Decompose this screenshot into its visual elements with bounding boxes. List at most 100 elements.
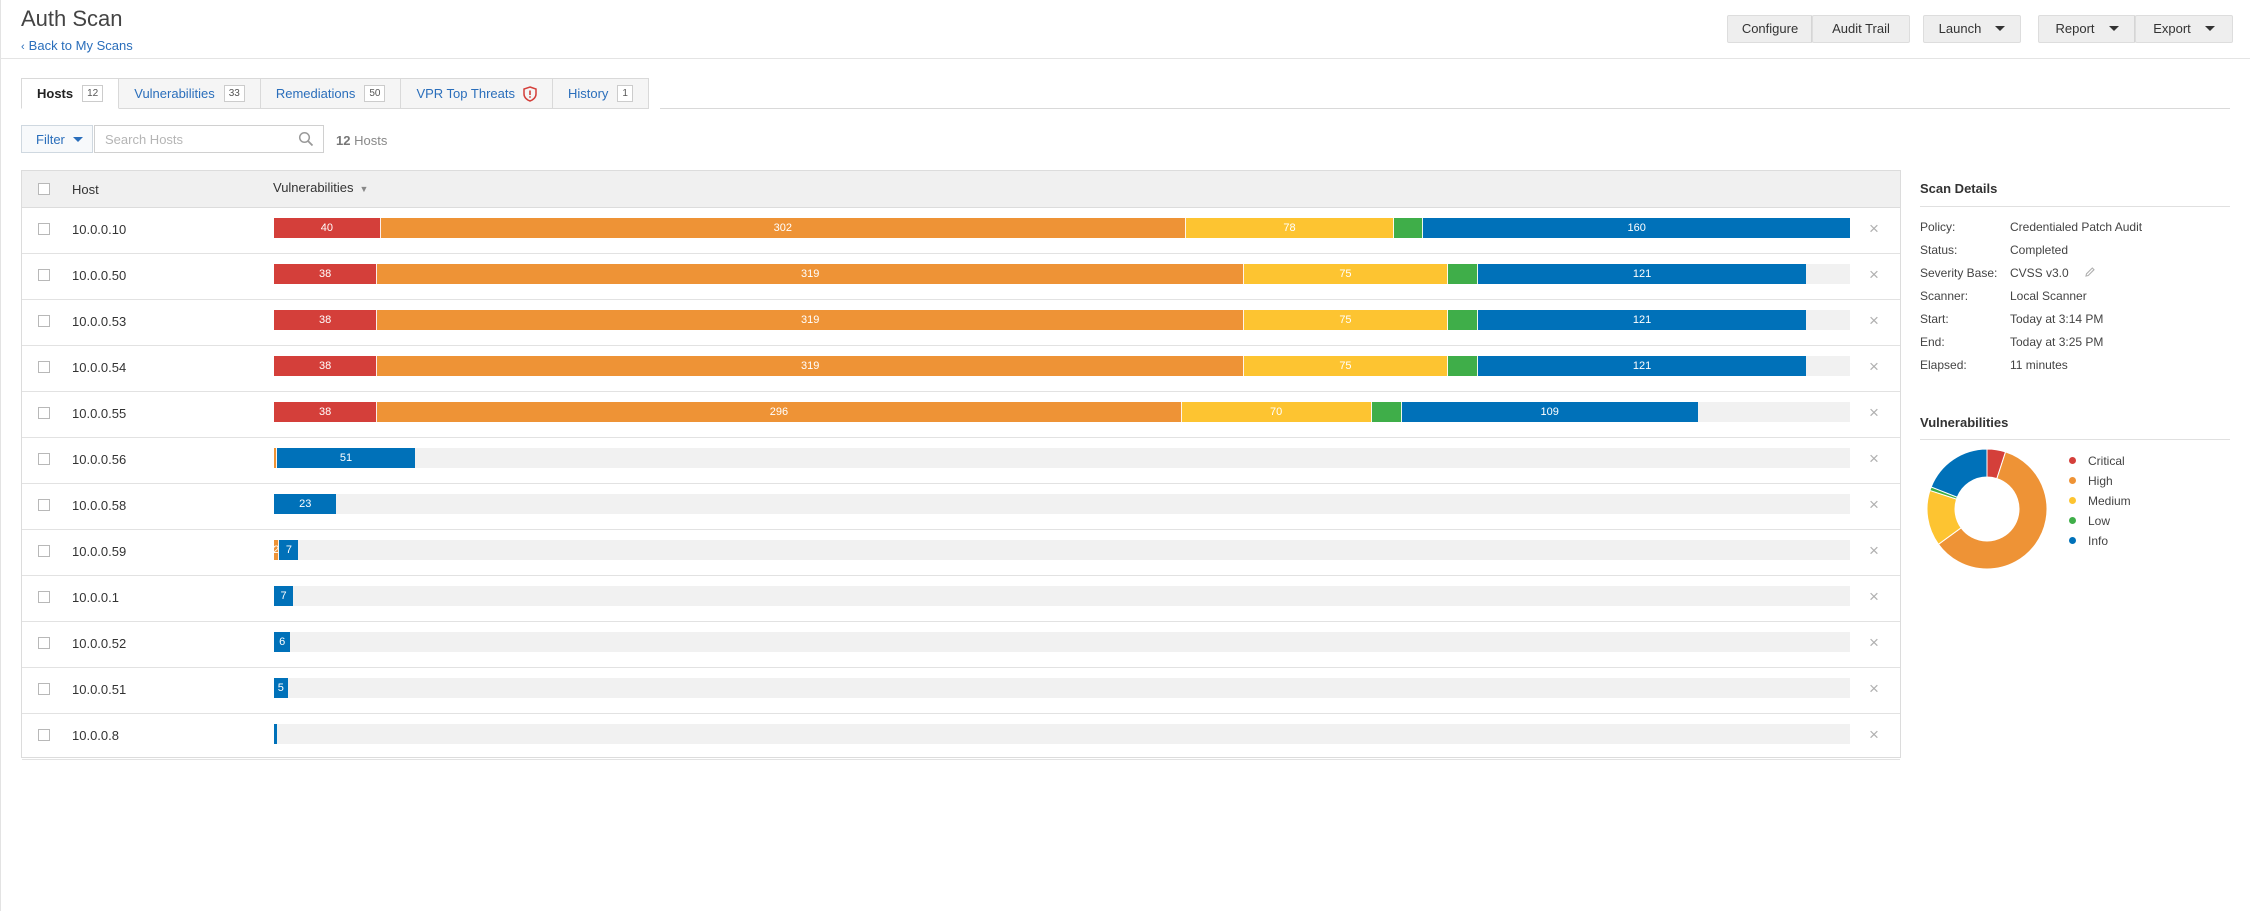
bar-segment-low[interactable]: [1394, 218, 1424, 238]
export-button[interactable]: Export: [2135, 15, 2233, 43]
bar-segment-critical[interactable]: 38: [274, 356, 378, 376]
bar-segment-critical[interactable]: 40: [274, 218, 381, 238]
table-row[interactable]: 10.0.0.50 38 319 75 121 ×: [22, 253, 1900, 300]
remove-host-icon[interactable]: ×: [1869, 495, 1879, 514]
host-column-header[interactable]: Host: [72, 182, 99, 197]
remove-host-icon[interactable]: ×: [1869, 587, 1879, 606]
bar-segment-high[interactable]: 2: [274, 540, 280, 560]
table-row[interactable]: 10.0.0.1 7 ×: [22, 575, 1900, 622]
bar-segment-medium[interactable]: 75: [1244, 264, 1448, 284]
table-row[interactable]: 10.0.0.10 40 302 78 160 ×: [22, 207, 1900, 254]
vulnerability-bar[interactable]: 7: [274, 586, 1850, 606]
tab-vpr-top-threats[interactable]: VPR Top Threats: [401, 78, 553, 109]
bar-segment-low[interactable]: [1447, 356, 1478, 376]
row-checkbox[interactable]: [38, 729, 50, 741]
table-row[interactable]: 10.0.0.51 5 ×: [22, 667, 1900, 714]
bar-segment-high[interactable]: 296: [377, 402, 1182, 422]
row-checkbox[interactable]: [38, 637, 50, 649]
remove-host-icon[interactable]: ×: [1869, 679, 1879, 698]
table-row[interactable]: 10.0.0.56 51 ×: [22, 437, 1900, 484]
bar-segment-critical[interactable]: 38: [274, 402, 378, 422]
remove-host-icon[interactable]: ×: [1869, 219, 1879, 238]
bar-segment-info[interactable]: 23: [274, 494, 337, 514]
table-row[interactable]: 10.0.0.52 6 ×: [22, 621, 1900, 668]
bar-segment-low[interactable]: [1371, 402, 1402, 422]
table-row[interactable]: 10.0.0.54 38 319 75 121 ×: [22, 345, 1900, 392]
remove-host-icon[interactable]: ×: [1869, 725, 1879, 744]
row-checkbox[interactable]: [38, 361, 50, 373]
bar-segment-info[interactable]: 121: [1477, 356, 1807, 376]
donut-slice-info[interactable]: [1930, 448, 1988, 498]
row-checkbox[interactable]: [38, 683, 50, 695]
table-row[interactable]: 10.0.0.53 38 319 75 121 ×: [22, 299, 1900, 346]
bar-segment-medium[interactable]: 78: [1186, 218, 1395, 238]
row-checkbox[interactable]: [38, 315, 50, 327]
vulnerability-bar[interactable]: 40 302 78 160: [274, 218, 1851, 238]
tab-remediations[interactable]: Remediations 50: [260, 78, 402, 109]
bar-segment-medium[interactable]: 75: [1244, 310, 1448, 330]
bar-segment-info[interactable]: 5: [274, 678, 288, 698]
bar-segment-high[interactable]: 319: [377, 356, 1245, 376]
bar-segment-medium[interactable]: 75: [1244, 356, 1448, 376]
vulnerability-bar[interactable]: [274, 724, 1850, 744]
row-checkbox[interactable]: [38, 269, 50, 281]
table-row[interactable]: 10.0.0.58 23 ×: [22, 483, 1900, 530]
bar-segment-low[interactable]: [1447, 310, 1478, 330]
row-checkbox[interactable]: [38, 453, 50, 465]
select-all-checkbox[interactable]: [38, 183, 50, 195]
vulnerability-bar[interactable]: 38 319 75 121: [274, 310, 1850, 330]
remove-host-icon[interactable]: ×: [1869, 265, 1879, 284]
bar-segment-info[interactable]: 7: [274, 586, 294, 606]
vulnerability-bar[interactable]: 51: [274, 448, 1850, 468]
vulnerability-bar[interactable]: 6: [274, 632, 1850, 652]
bar-segment-info[interactable]: 121: [1477, 310, 1807, 330]
bar-segment-critical[interactable]: 38: [274, 310, 378, 330]
row-checkbox[interactable]: [38, 591, 50, 603]
bar-segment-info[interactable]: 109: [1401, 402, 1698, 422]
bar-segment-high[interactable]: [274, 448, 277, 468]
vulnerabilities-column-header[interactable]: Vulnerabilities ▼: [273, 180, 368, 195]
bar-segment-info[interactable]: 7: [279, 540, 299, 560]
bar-segment-info[interactable]: 160: [1423, 218, 1851, 238]
row-checkbox[interactable]: [38, 407, 50, 419]
table-row[interactable]: 10.0.0.55 38 296 70 109 ×: [22, 391, 1900, 438]
vulnerability-bar[interactable]: 27: [274, 540, 1850, 560]
remove-host-icon[interactable]: ×: [1869, 357, 1879, 376]
back-link[interactable]: ‹ Back to My Scans: [21, 38, 133, 53]
bar-segment-info[interactable]: 121: [1477, 264, 1807, 284]
remove-host-icon[interactable]: ×: [1869, 449, 1879, 468]
tab-hosts[interactable]: Hosts 12: [21, 78, 120, 109]
bar-segment-high[interactable]: 319: [377, 264, 1245, 284]
remove-host-icon[interactable]: ×: [1869, 633, 1879, 652]
search-input[interactable]: [94, 125, 324, 153]
vulnerability-bar[interactable]: 38 319 75 121: [274, 356, 1850, 376]
filter-dropdown[interactable]: Filter: [21, 125, 93, 153]
configure-button[interactable]: Configure: [1727, 15, 1813, 43]
bar-segment-info[interactable]: [274, 724, 277, 744]
launch-button[interactable]: Launch: [1923, 15, 2021, 43]
table-row[interactable]: 10.0.0.59 27 ×: [22, 529, 1900, 576]
remove-host-icon[interactable]: ×: [1869, 403, 1879, 422]
edit-pencil-icon[interactable]: [2084, 266, 2096, 278]
bar-segment-low[interactable]: [1447, 264, 1478, 284]
bar-segment-critical[interactable]: 38: [274, 264, 378, 284]
vulnerability-bar[interactable]: 5: [274, 678, 1850, 698]
vulnerability-bar[interactable]: 38 319 75 121: [274, 264, 1850, 284]
bar-segment-medium[interactable]: 70: [1181, 402, 1372, 422]
row-checkbox[interactable]: [38, 223, 50, 235]
bar-segment-info[interactable]: 51: [276, 448, 416, 468]
table-row[interactable]: 10.0.0.8 ×: [22, 713, 1900, 760]
bar-segment-high[interactable]: 302: [380, 218, 1187, 238]
row-checkbox[interactable]: [38, 499, 50, 511]
search-icon[interactable]: [298, 131, 314, 147]
row-checkbox[interactable]: [38, 545, 50, 557]
tab-history[interactable]: History 1: [552, 78, 649, 109]
remove-host-icon[interactable]: ×: [1869, 311, 1879, 330]
vulnerability-bar[interactable]: 38 296 70 109: [274, 402, 1850, 422]
remove-host-icon[interactable]: ×: [1869, 541, 1879, 560]
report-button[interactable]: Report: [2038, 15, 2136, 43]
bar-segment-info[interactable]: 6: [274, 632, 291, 652]
tab-vulnerabilities[interactable]: Vulnerabilities 33: [119, 78, 261, 109]
bar-segment-high[interactable]: 319: [377, 310, 1245, 330]
donut-slice-high[interactable]: [1937, 451, 2048, 570]
